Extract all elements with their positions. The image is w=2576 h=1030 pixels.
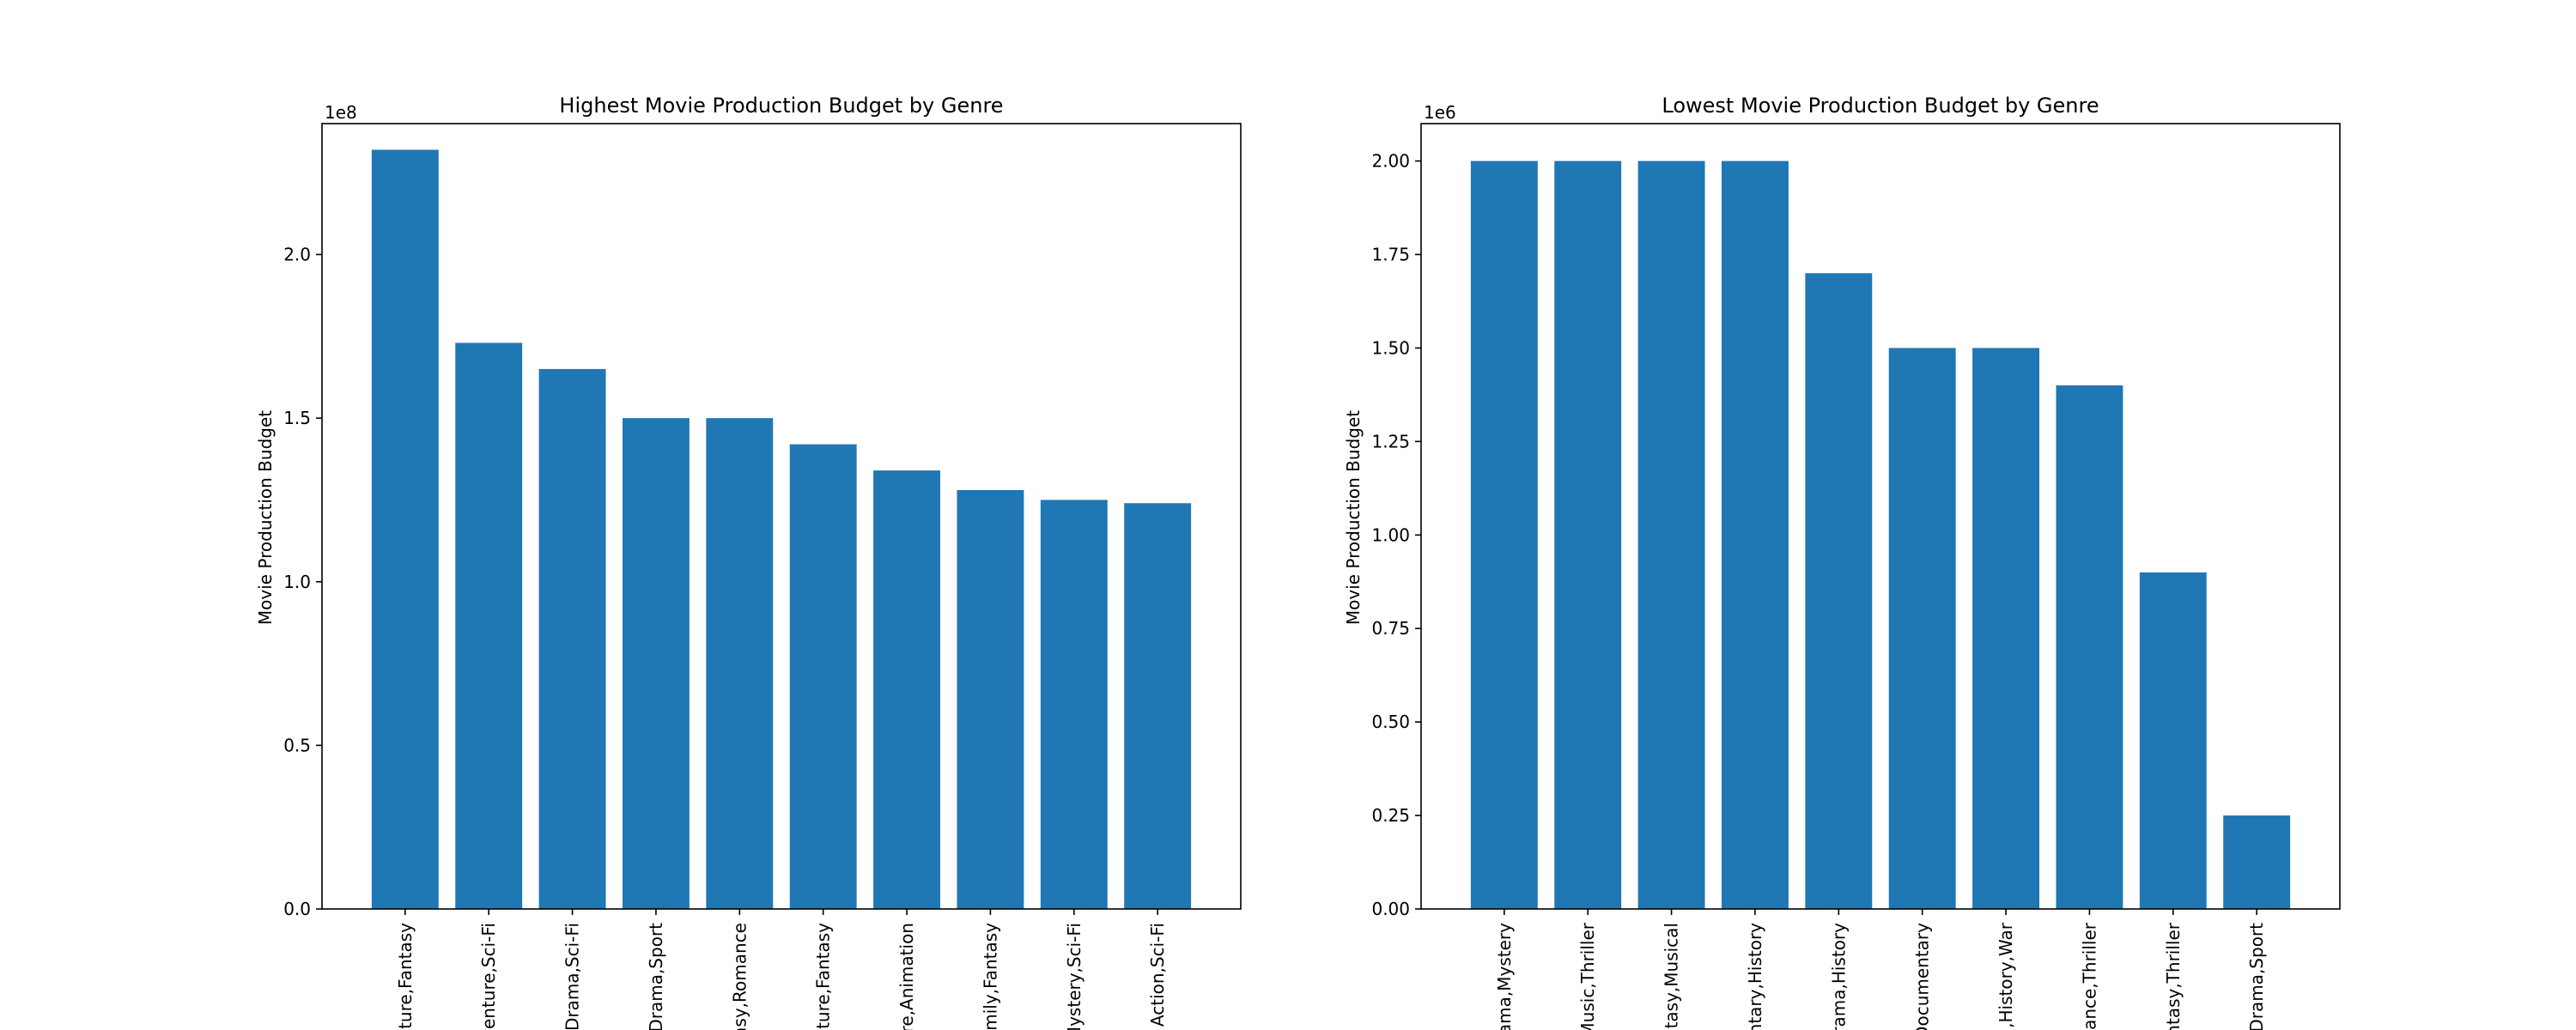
bar bbox=[1554, 161, 1622, 910]
bar bbox=[789, 444, 857, 909]
bar bbox=[1637, 161, 1705, 910]
bar bbox=[1124, 503, 1192, 909]
y-tick-label: 0.0 bbox=[283, 899, 311, 919]
plot-frame bbox=[1420, 123, 2341, 910]
x-tick-label: Documentary bbox=[1912, 923, 1933, 1030]
bar bbox=[1470, 161, 1538, 910]
y-tick-label: 2.00 bbox=[1371, 151, 1410, 172]
x-tick-label: ance,Thriller bbox=[2079, 922, 2099, 1030]
x-tick-label: asy,Romance bbox=[729, 923, 750, 1030]
y-axis-label: Movie Production Budget bbox=[1343, 410, 1364, 625]
bar bbox=[1721, 161, 1789, 910]
x-tick-label: Drama,Sport bbox=[2246, 923, 2267, 1030]
y-offset-label: 1e6 bbox=[1424, 102, 1456, 123]
y-tick-label: 2.0 bbox=[283, 245, 311, 265]
y-tick-label: 1.25 bbox=[1371, 431, 1410, 451]
bar bbox=[455, 342, 523, 909]
bar bbox=[1040, 500, 1108, 909]
y-tick-label: 1.5 bbox=[283, 408, 311, 428]
bar bbox=[1972, 348, 2040, 909]
bar bbox=[2056, 385, 2123, 909]
bar bbox=[622, 418, 690, 909]
y-ticks: 0.00 0.25 0.50 0.75 1.00 1.25 1.50 1.75 2.00 bbox=[1371, 151, 1421, 919]
x-tick-label: ntasy,Musical bbox=[1662, 923, 1682, 1030]
bars-group bbox=[1470, 161, 2291, 910]
bar bbox=[2223, 815, 2291, 909]
bar bbox=[1805, 273, 1873, 909]
y-tick-label: 1.00 bbox=[1371, 524, 1410, 545]
x-tick-label: ature,Fantasy bbox=[395, 923, 416, 1030]
x-tick-label: venture,Sci-Fi bbox=[478, 923, 499, 1030]
y-axis-label: Movie Production Budget bbox=[255, 410, 276, 625]
x-tick-label: rama,History bbox=[1828, 923, 1849, 1030]
x-ticks: ama,Mystery Music,Thriller ntasy,Musical nt… bbox=[1494, 909, 2267, 1030]
x-ticks: ature,Fantasy venture,Sci-Fi Drama,Sci-Fi D… bbox=[395, 909, 1168, 1030]
bars-group bbox=[371, 149, 1192, 909]
x-tick-label: ntary,History bbox=[1745, 923, 1765, 1030]
x-tick-label: ama,Mystery bbox=[1494, 923, 1515, 1030]
x-tick-label: Music,Thriller bbox=[1577, 922, 1598, 1030]
bar bbox=[538, 368, 606, 909]
y-tick-label: 0.50 bbox=[1371, 712, 1410, 732]
plot-frame bbox=[321, 123, 1242, 910]
y-tick-label: 1.75 bbox=[1371, 245, 1410, 265]
bar bbox=[1888, 348, 1956, 909]
chart-highest: Highest Movie Production Budget by Genre… bbox=[255, 94, 1242, 1030]
x-tick-label: ,History,War bbox=[1996, 922, 2016, 1028]
x-tick-label: re,Animation bbox=[896, 923, 917, 1030]
x-tick-label: Drama,Sport bbox=[646, 923, 666, 1030]
bar bbox=[2139, 572, 2207, 909]
x-tick-label: Action,Sci-Fi bbox=[1147, 923, 1168, 1027]
chart-title: Highest Movie Production Budget by Genre bbox=[559, 94, 1003, 118]
y-offset-label: 1e8 bbox=[325, 102, 357, 123]
bar bbox=[706, 418, 774, 909]
bar bbox=[873, 470, 941, 909]
y-tick-label: 0.75 bbox=[1371, 618, 1410, 639]
y-tick-label: 0.25 bbox=[1371, 805, 1410, 826]
bar bbox=[371, 149, 439, 909]
y-ticks: 0.0 0.5 1.0 1.5 2.0 bbox=[283, 245, 322, 919]
x-tick-label: ntasy,Thriller bbox=[2163, 922, 2184, 1030]
chart-title: Lowest Movie Production Budget by Genre bbox=[1662, 94, 2099, 118]
y-tick-label: 0.00 bbox=[1371, 899, 1410, 919]
y-tick-label: 1.0 bbox=[283, 572, 311, 592]
x-tick-label: mily,Fantasy bbox=[980, 923, 1000, 1030]
bar bbox=[957, 490, 1024, 909]
x-tick-label: ature,Fantasy bbox=[813, 923, 834, 1030]
chart-lowest: Lowest Movie Production Budget by Genre … bbox=[1343, 94, 2341, 1030]
x-tick-label: Drama,Sci-Fi bbox=[562, 923, 583, 1030]
y-tick-label: 0.5 bbox=[283, 735, 311, 755]
y-tick-label: 1.50 bbox=[1371, 337, 1410, 358]
x-tick-label: Mystery,Sci-Fi bbox=[1064, 923, 1084, 1030]
